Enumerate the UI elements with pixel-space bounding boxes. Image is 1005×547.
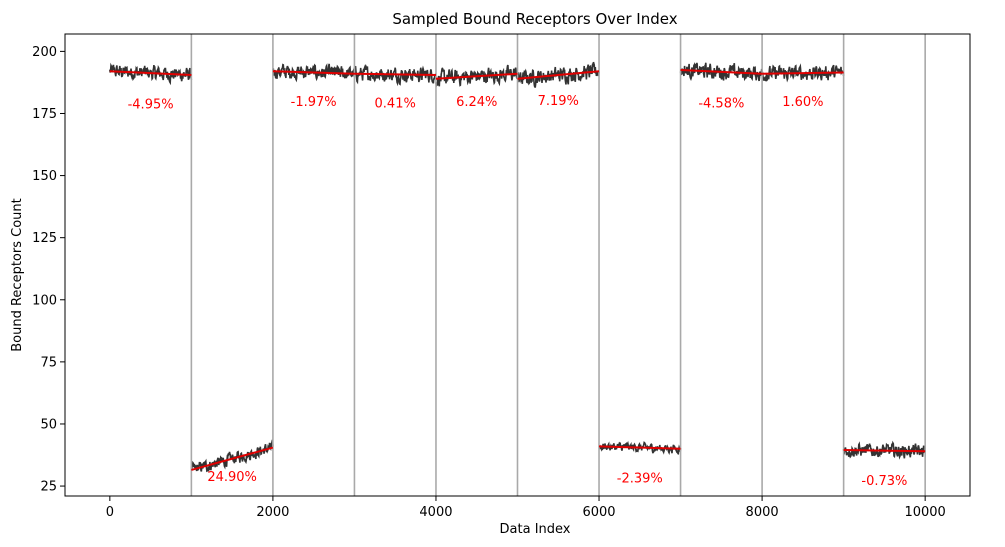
trend-line-segment-3 [272,70,355,75]
signal-series-segment-3 [272,63,356,83]
signal-series-segment-6 [516,61,600,88]
percent-change-label-7: -2.39% [617,471,663,486]
percent-change-label-6: 7.19% [538,94,579,109]
y-tick-label-50: 50 [40,417,57,432]
axes: 0 2000 4000 6000 8000 10000 25 50 75 100 125 150 175… [32,33,971,520]
trend-line-segment-5 [435,72,518,80]
percent-change-label-8: -4.58% [698,96,744,111]
chart-title: Sampled Bound Receptors Over Index [392,10,677,28]
x-tick-label-4000: 4000 [419,505,452,520]
trend-line-segment-1 [109,70,192,76]
x-tick-label-2000: 2000 [256,505,289,520]
trend-line-segment-7 [599,445,681,450]
y-tick-label-200: 200 [32,45,57,60]
percent-change-label-2: 24.90% [207,470,257,485]
y-tick-label-25: 25 [40,480,57,495]
plot-contents: -4.95% 24.90% -1.97% 0.41% 6.24% 7.19% -2.39% -… [109,34,926,496]
x-tick-label-0: 0 [106,505,114,520]
percent-change-label-5: 6.24% [456,95,497,110]
y-tick-label-100: 100 [32,293,57,308]
trend-line-segment-2 [191,446,274,471]
x-tick-label-10000: 10000 [904,505,945,520]
y-tick-label-150: 150 [32,169,57,184]
percent-change-label-1: -4.95% [128,98,174,113]
signal-series-segment-8 [679,61,763,82]
x-tick-label-8000: 8000 [746,505,779,520]
signal-series-segment-4 [353,63,437,87]
signal-series-segment-5 [435,64,519,88]
plot-area: -4.95% 24.90% -1.97% 0.41% 6.24% 7.19% -2.39% -… [109,34,926,496]
percent-change-label-10: -0.73% [861,474,907,489]
y-tick-label-75: 75 [40,355,57,370]
percent-change-label-4: 0.41% [375,96,416,111]
y-axis-label: Bound Receptors Count [10,198,25,352]
trend-line-segment-4 [354,72,436,76]
x-axis-label: Data Index [500,522,571,537]
x-tick-label-6000: 6000 [582,505,615,520]
y-tick-label-175: 175 [32,107,57,122]
percent-change-label-9: 1.60% [782,95,823,110]
plot-frame [64,33,971,497]
trend-line-segment-8 [680,69,763,75]
signal-series-segment-1 [109,62,193,86]
percent-change-label-3: -1.97% [291,95,337,110]
trend-line-segment-9 [762,71,844,75]
trend-line-segment-10 [843,449,926,453]
trend-line-segment-6 [517,70,600,80]
y-tick-label-125: 125 [32,231,57,246]
